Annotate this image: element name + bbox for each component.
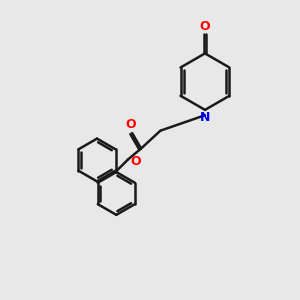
Text: O: O bbox=[200, 20, 210, 33]
Text: O: O bbox=[125, 118, 136, 131]
Text: O: O bbox=[131, 154, 142, 168]
Text: N: N bbox=[200, 111, 210, 124]
